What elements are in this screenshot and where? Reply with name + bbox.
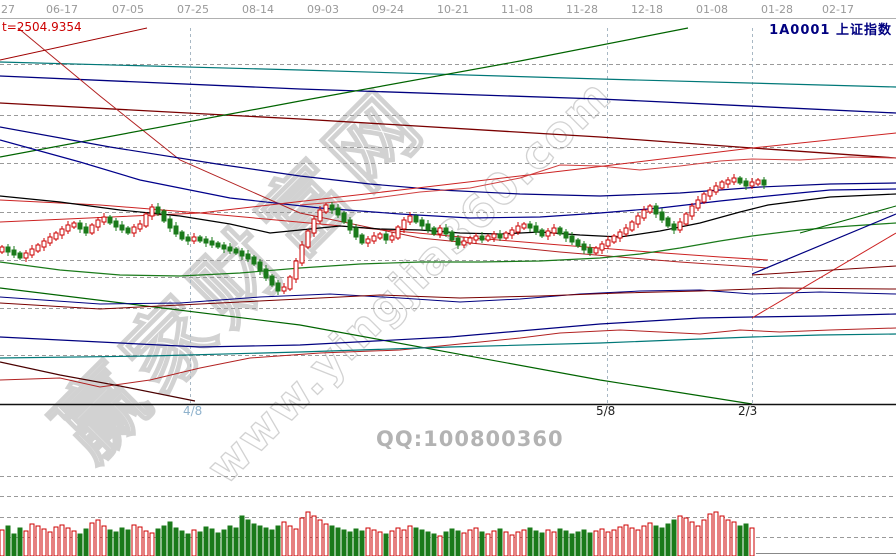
date-tick-label: 02-17 xyxy=(822,3,854,16)
gann-ratio-label: 5/8 xyxy=(596,404,616,418)
date-tick-label: 08-14 xyxy=(242,3,274,16)
date-tick-label: 01-08 xyxy=(696,3,728,16)
gann-ratio-label: 2/3 xyxy=(738,404,758,418)
date-tick-label: 09-03 xyxy=(307,3,339,16)
date-tick-label: 07-05 xyxy=(112,3,144,16)
date-tick-label: 12-18 xyxy=(631,3,663,16)
date-tick-label: 11-08 xyxy=(501,3,533,16)
symbol-title: 1A0001 上证指数 xyxy=(769,23,892,38)
candlestick-series xyxy=(0,174,767,295)
gridlines xyxy=(0,28,896,538)
last-value-label: t=2504.9354 xyxy=(2,20,82,34)
date-axis: 27 06-17 07-05 07-25 08-14 09-03 09-24 10-21 11-… xyxy=(0,0,896,19)
gann-and-ma-lines xyxy=(0,27,896,405)
date-tick-label: 09-24 xyxy=(372,3,404,16)
volume-series xyxy=(0,511,755,556)
date-tick-label: 07-25 xyxy=(177,3,209,16)
date-tick-label: 10-21 xyxy=(437,3,469,16)
gann-ratio-label: 4/8 xyxy=(183,404,203,418)
date-tick-label: 11-28 xyxy=(566,3,598,16)
date-tick-label: 27 xyxy=(1,3,15,16)
date-tick-label: 06-17 xyxy=(46,3,78,16)
date-tick-label: 01-28 xyxy=(761,3,793,16)
qq-contact-label: QQ:100800360 xyxy=(376,427,564,451)
